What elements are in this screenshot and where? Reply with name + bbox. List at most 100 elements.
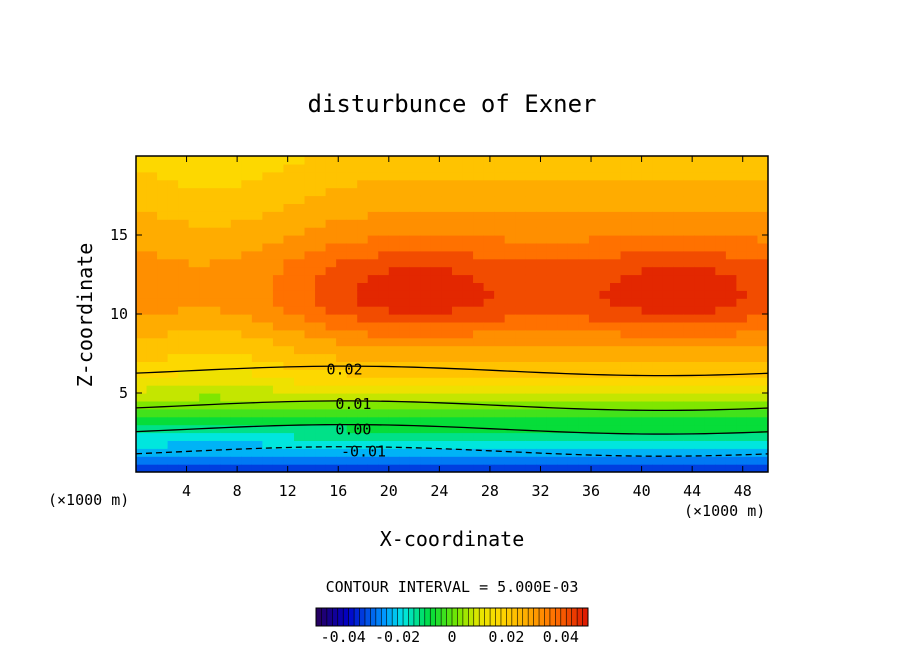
field-cell <box>704 440 716 449</box>
field-cell <box>746 203 759 212</box>
field-cell <box>241 258 253 268</box>
field-cell <box>251 314 263 323</box>
field-cell <box>378 377 390 386</box>
field-cell <box>346 314 358 323</box>
field-cell <box>157 282 169 291</box>
field-cell <box>315 203 327 212</box>
field-cell <box>736 171 748 181</box>
field-cell <box>652 337 664 347</box>
field-cell <box>294 400 306 410</box>
field-cell <box>736 187 748 197</box>
field-cell <box>673 432 685 441</box>
field-cell <box>420 353 432 362</box>
field-cell <box>430 258 443 268</box>
field-cell <box>578 258 590 268</box>
field-cell <box>399 258 411 268</box>
field-cell <box>588 408 601 418</box>
field-cell <box>209 337 221 347</box>
field-cell <box>378 219 390 228</box>
field-cell <box>652 235 664 244</box>
field-cell <box>315 345 327 355</box>
field-cell <box>336 290 348 299</box>
field-cell <box>294 306 306 315</box>
field-cell <box>209 416 221 426</box>
field-cell <box>494 211 506 220</box>
field-cell <box>536 448 548 457</box>
field-cell <box>346 203 358 212</box>
field-cell <box>136 440 148 449</box>
field-cell <box>588 345 601 355</box>
field-cell <box>610 424 622 434</box>
field-cell <box>220 227 232 236</box>
field-cell <box>441 385 453 394</box>
field-cell <box>715 203 727 212</box>
field-cell <box>557 258 569 268</box>
field-cell <box>567 393 579 402</box>
field-cell <box>662 353 674 362</box>
field-cell <box>441 250 453 260</box>
field-cell <box>473 179 485 189</box>
field-cell <box>736 290 748 299</box>
field-cell <box>567 163 579 173</box>
field-cell <box>315 385 327 394</box>
field-cell <box>199 432 211 441</box>
field-cell <box>178 393 190 402</box>
field-cell <box>315 298 327 307</box>
field-cell <box>473 290 485 299</box>
field-cell <box>325 424 337 434</box>
field-cell <box>599 171 611 181</box>
field-cell <box>631 432 643 441</box>
field-cell <box>146 408 158 418</box>
field-cell <box>515 432 527 441</box>
field-cell <box>199 456 211 465</box>
field-cell <box>473 321 485 331</box>
field-cell <box>209 345 221 355</box>
field-cell <box>652 416 664 426</box>
field-cell <box>315 171 327 181</box>
field-cell <box>167 211 179 220</box>
field-cell <box>304 187 316 197</box>
field-cell <box>578 187 590 197</box>
field-cell <box>631 290 643 299</box>
field-cell <box>641 179 653 189</box>
field-cell <box>557 314 569 323</box>
field-cell <box>599 163 611 173</box>
field-cell <box>483 416 495 426</box>
field-cell <box>220 377 232 386</box>
contour-label: 0.00 <box>335 420 371 438</box>
field-cell <box>378 353 390 362</box>
field-cell <box>683 361 695 370</box>
colorbar-cell <box>577 608 584 626</box>
field-cell <box>241 314 253 323</box>
field-cell <box>146 156 158 165</box>
field-cell <box>525 219 537 228</box>
field-cell <box>146 432 158 441</box>
field-cell <box>588 290 601 299</box>
field-cell <box>367 314 379 323</box>
field-cell <box>652 464 664 472</box>
field-cell <box>146 227 158 236</box>
field-cell <box>167 337 179 347</box>
field-cell <box>736 393 748 402</box>
field-cell <box>304 408 316 418</box>
field-cell <box>599 393 611 402</box>
field-cell <box>167 385 179 394</box>
field-cell <box>662 424 674 434</box>
field-cell <box>546 393 558 402</box>
field-cell <box>294 227 306 236</box>
field-cell <box>610 195 622 204</box>
colorbar-cell <box>370 608 377 626</box>
field-cell <box>420 298 432 307</box>
field-cell <box>620 290 632 299</box>
field-cell <box>188 464 200 472</box>
field-cell <box>188 211 200 220</box>
field-cell <box>262 163 274 173</box>
field-cell <box>452 171 464 181</box>
field-cell <box>441 195 453 204</box>
field-cell <box>199 227 211 236</box>
field-cell <box>272 345 285 355</box>
field-cell <box>631 385 643 394</box>
field-cell <box>641 282 653 291</box>
field-cell <box>136 242 148 252</box>
field-cell <box>715 227 727 236</box>
